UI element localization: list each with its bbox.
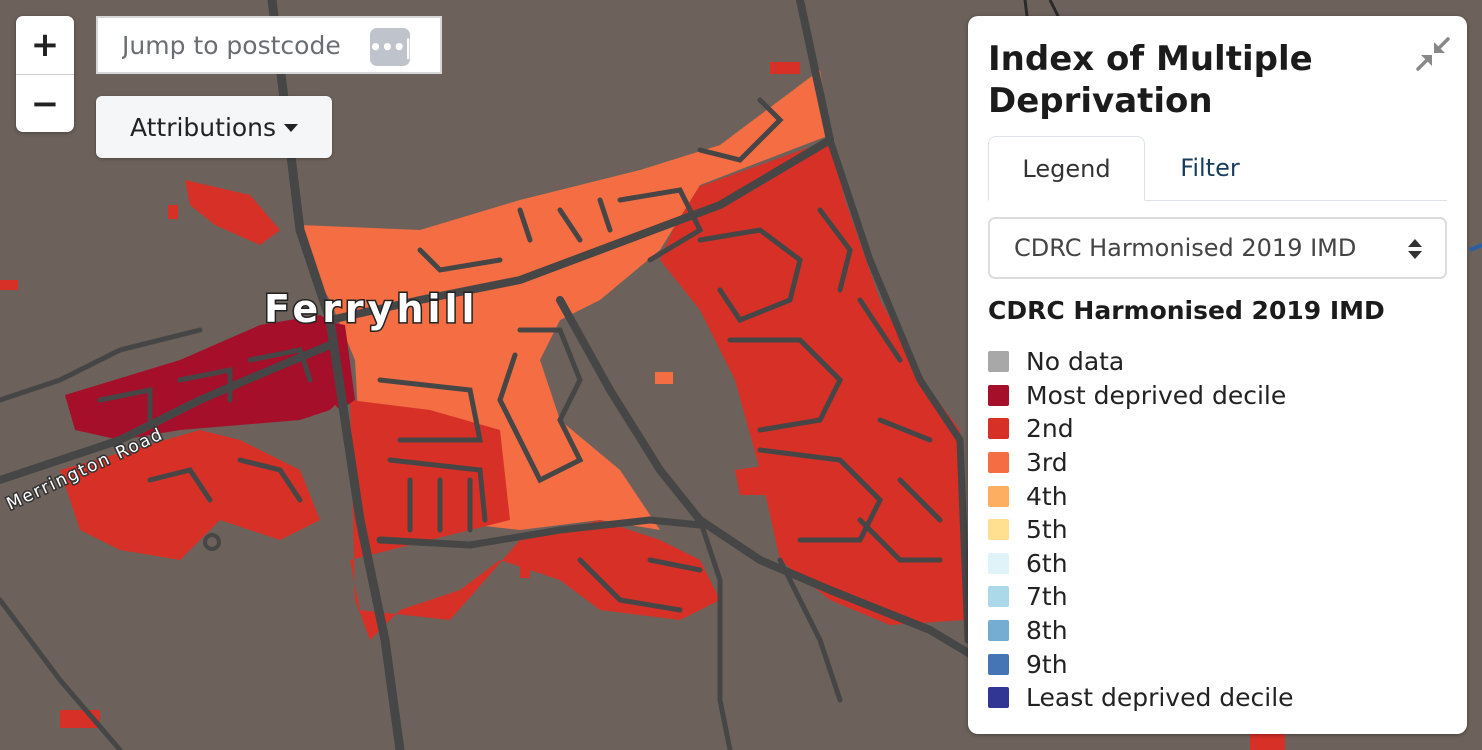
legend-item: 6th: [988, 547, 1294, 581]
legend-label: 9th: [1026, 649, 1068, 679]
legend-label: 8th: [1026, 616, 1068, 646]
legend-swatch: [988, 653, 1009, 675]
legend-swatch: [988, 351, 1009, 373]
legend-label: No data: [1026, 347, 1125, 377]
legend-title: CDRC Harmonised 2019 IMD: [988, 296, 1385, 325]
legend-swatch: [988, 452, 1009, 474]
dataset-select-value: CDRC Harmonised 2019 IMD: [1014, 234, 1357, 262]
postcode-search: •••|: [96, 16, 442, 74]
zoom-in-button[interactable]: +: [30, 25, 60, 65]
attributions-label: Attributions: [129, 112, 277, 142]
water-feature: [1469, 243, 1482, 252]
legend-item: 2nd: [988, 412, 1294, 446]
area-scattered-parcels: [0, 62, 1285, 750]
panel-title: Index of Multiple Deprivation: [988, 39, 1313, 121]
legend-label: 3rd: [1026, 448, 1068, 478]
legend-swatch: [988, 552, 1009, 574]
caret-down-icon: [284, 124, 299, 132]
imd-panel: Index of Multiple Deprivation Legend Fil…: [968, 16, 1467, 734]
tab-legend[interactable]: Legend: [988, 136, 1145, 201]
zoom-out-button[interactable]: −: [16, 74, 74, 132]
legend-item: 3rd: [988, 446, 1294, 480]
road-network: [0, 0, 984, 750]
legend-swatch: [988, 519, 1009, 541]
dataset-select[interactable]: CDRC Harmonised 2019 IMD: [988, 217, 1447, 279]
legend-item: 8th: [988, 614, 1294, 648]
legend-item: 5th: [988, 513, 1294, 547]
collapse-icon[interactable]: [1415, 36, 1451, 72]
legend-swatch: [988, 586, 1009, 608]
postcode-input[interactable]: [122, 30, 368, 60]
legend-item: Most deprived decile: [988, 379, 1294, 413]
legend-label: 2nd: [1026, 414, 1074, 444]
attributions-button[interactable]: Attributions: [96, 96, 332, 158]
legend-swatch: [988, 418, 1009, 440]
legend-label: 5th: [1026, 515, 1068, 545]
legend-swatch: [988, 384, 1009, 406]
place-label: Ferryhill: [264, 287, 479, 331]
residential-streets: [97, 97, 943, 613]
legend-item: No data: [988, 345, 1294, 379]
legend-label: 4th: [1026, 481, 1068, 511]
password-manager-icon[interactable]: •••|: [369, 28, 412, 66]
legend-item: 4th: [988, 479, 1294, 513]
legend-list: No data Most deprived decile 2nd 3rd 4th…: [988, 345, 1294, 715]
legend-label: Least deprived decile: [1026, 683, 1294, 713]
legend-swatch: [988, 485, 1009, 507]
legend-swatch: [988, 620, 1009, 642]
legend-label: 7th: [1026, 582, 1068, 612]
legend-label: 6th: [1026, 548, 1068, 578]
roundabout: [203, 533, 221, 551]
tab-filter[interactable]: Filter: [1180, 154, 1240, 182]
legend-label: Most deprived decile: [1026, 380, 1287, 410]
legend-item: 9th: [988, 647, 1294, 681]
zoom-control: + −: [16, 16, 74, 132]
panel-tabs: Legend Filter: [988, 136, 1447, 201]
select-arrows-icon: [1408, 239, 1422, 259]
area-2nd-decile-east: [660, 140, 965, 625]
legend-item: 7th: [988, 580, 1294, 614]
legend-item: Least deprived decile: [988, 681, 1294, 715]
legend-swatch: [988, 687, 1009, 709]
